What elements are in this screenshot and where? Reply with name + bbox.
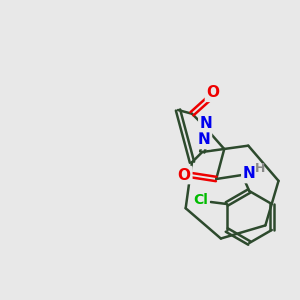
Text: Cl: Cl	[193, 193, 208, 207]
Text: N: N	[243, 167, 256, 182]
Text: N: N	[200, 116, 213, 130]
Text: O: O	[206, 85, 220, 100]
Text: H: H	[255, 163, 266, 176]
Text: O: O	[178, 167, 191, 182]
Text: N: N	[198, 133, 210, 148]
